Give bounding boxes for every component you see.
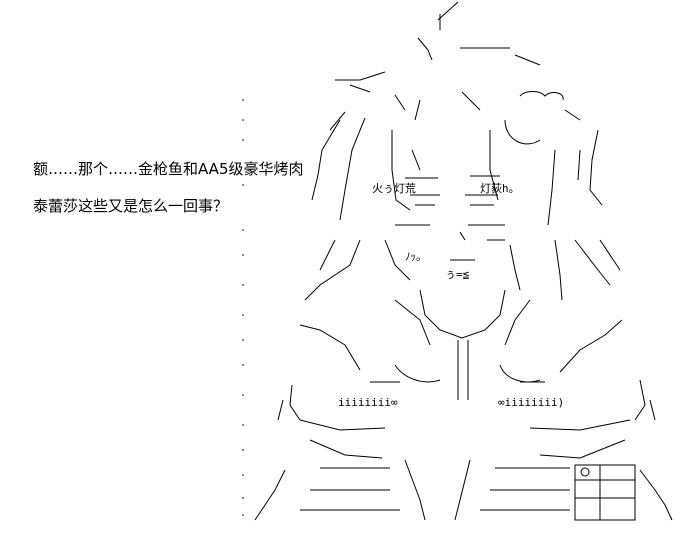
- book-circle: [580, 467, 590, 477]
- collar-left: [394, 299, 431, 346]
- arm-left: [277, 384, 301, 421]
- jaw-right: [509, 244, 521, 291]
- bust-right: [499, 364, 545, 383]
- arm-right: [634, 379, 656, 421]
- shoulder-left: [299, 324, 361, 371]
- hair-right-outer: [577, 129, 603, 206]
- mouth: [450, 239, 505, 261]
- infinity-left: iiiiiiii∞: [338, 396, 398, 409]
- hair-left-outer: [311, 111, 346, 201]
- sign-left: 火ぅ灯荒: [372, 182, 416, 195]
- eye-right: [465, 194, 498, 206]
- shoulder-right: [559, 319, 623, 373]
- book-box: [574, 464, 636, 521]
- face-symbol: ぅ=≦: [445, 268, 470, 281]
- side-hair-right: [554, 239, 621, 301]
- hair-left-inner: [339, 117, 366, 221]
- dialogue-line-1: 额……那个……金枪鱼和AA5级豪华烤肉: [33, 160, 304, 178]
- face-left-side: [391, 130, 421, 211]
- skirt-top-right: [539, 439, 626, 459]
- nose: [459, 231, 466, 241]
- jaw-left: [384, 239, 411, 281]
- side-hair-left: [304, 239, 361, 301]
- mouth-symbol: ﾉｯ。: [405, 250, 427, 263]
- skirt-right: [639, 469, 673, 521]
- sleeve-left: [299, 419, 386, 431]
- hair-right-inner: [547, 149, 556, 226]
- book-lines: [575, 465, 635, 520]
- neck: [419, 289, 506, 339]
- hair-top-left: [335, 71, 386, 93]
- hair-strand-1: [394, 91, 481, 121]
- skirt-left: [254, 469, 286, 521]
- eye-left: [410, 194, 440, 206]
- hair-ahoge: [417, 1, 459, 61]
- hair-top-line: [460, 47, 541, 66]
- sleeve-right: [529, 419, 631, 431]
- dotted-guide-left: [242, 99, 244, 516]
- skirt-center-right: [454, 459, 471, 521]
- skirt-center-left: [404, 459, 426, 521]
- bust-left: [370, 364, 441, 383]
- collar-right: [504, 299, 531, 346]
- dialogue-line-2: 泰蕾莎这些又是怎么一回事？: [33, 197, 229, 215]
- skirt-top-left: [309, 439, 383, 459]
- infinity-right: ∞iiiiiiii): [498, 396, 565, 409]
- sign-right: 灯荻h。: [480, 182, 520, 195]
- ribbon-right: [519, 91, 581, 121]
- center-line: [457, 340, 469, 400]
- face-right-side: [489, 119, 541, 201]
